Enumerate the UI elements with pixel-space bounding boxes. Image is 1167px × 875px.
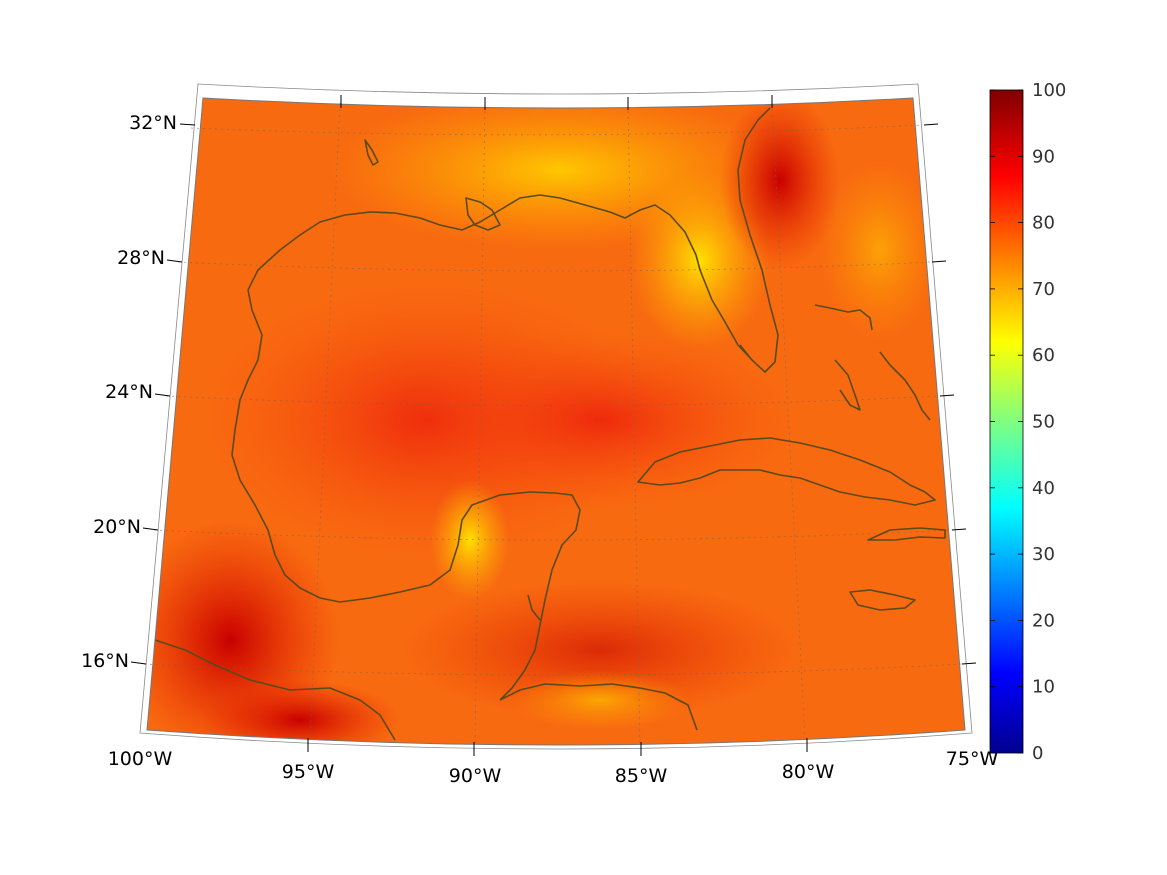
tick-marks	[130, 95, 977, 756]
map-frame	[146, 97, 966, 746]
colorbar-tick-label: 50	[1032, 412, 1055, 433]
colorbar-tick-label: 70	[1032, 279, 1055, 300]
colorbar-tick-label: 20	[1032, 610, 1055, 631]
colorbar-tick-label: 40	[1032, 478, 1055, 499]
lon-label: 90°W	[449, 765, 502, 787]
lat-label: 32°N	[129, 112, 177, 134]
lon-label: 95°W	[282, 761, 335, 783]
lon-label: 80°W	[782, 761, 835, 783]
lat-label: 20°N	[93, 516, 141, 538]
graticule	[143, 102, 963, 745]
lat-label: 16°N	[81, 650, 129, 672]
colorbar-gradient	[989, 89, 1024, 754]
lon-label: 75°W	[946, 748, 999, 770]
lat-label: 28°N	[117, 247, 165, 269]
colorbar-tick-label: 90	[1032, 146, 1055, 167]
coastline	[154, 107, 946, 741]
map-outer-frame	[139, 83, 973, 750]
colorbar-tick-label: 100	[1032, 80, 1066, 101]
colorbar-tick-label: 0	[1032, 743, 1043, 764]
humidity-field	[147, 98, 965, 745]
colorbar-tick-label: 60	[1032, 345, 1055, 366]
colorbar-tick-label: 30	[1032, 544, 1055, 565]
lat-label: 24°N	[105, 381, 153, 403]
lon-label: 100°W	[108, 748, 173, 770]
lon-label: 85°W	[615, 765, 668, 787]
colorbar-tick-label: 80	[1032, 213, 1055, 234]
colorbar-tick-label: 10	[1032, 677, 1055, 698]
